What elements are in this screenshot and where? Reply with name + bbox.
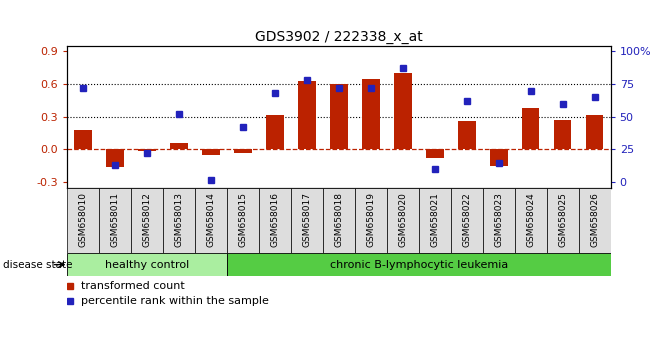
Bar [554,120,572,149]
Text: GSM658022: GSM658022 [462,192,471,247]
Text: GSM658026: GSM658026 [590,192,599,247]
FancyBboxPatch shape [259,188,291,253]
Bar [586,115,603,149]
FancyBboxPatch shape [291,188,323,253]
Text: GSM658010: GSM658010 [79,192,88,247]
Bar [522,108,539,149]
Text: GSM658014: GSM658014 [207,192,215,247]
Text: GSM658017: GSM658017 [303,192,311,247]
FancyBboxPatch shape [386,188,419,253]
Text: GSM658016: GSM658016 [270,192,279,247]
FancyBboxPatch shape [67,253,227,276]
Text: GSM658013: GSM658013 [174,192,183,247]
FancyBboxPatch shape [419,188,451,253]
FancyBboxPatch shape [131,188,163,253]
Bar [74,130,92,149]
FancyBboxPatch shape [227,188,259,253]
Text: transformed count: transformed count [81,281,185,291]
Text: GSM658025: GSM658025 [558,192,567,247]
Bar [362,79,380,149]
FancyBboxPatch shape [99,188,131,253]
Text: GSM658020: GSM658020 [399,192,407,247]
FancyBboxPatch shape [67,188,99,253]
Bar [202,149,220,155]
Bar [458,121,476,149]
Text: GSM658011: GSM658011 [111,192,119,247]
Text: GSM658012: GSM658012 [142,192,152,247]
Text: healthy control: healthy control [105,259,189,270]
Bar [170,143,188,149]
FancyBboxPatch shape [323,188,355,253]
FancyBboxPatch shape [547,188,578,253]
FancyBboxPatch shape [515,188,547,253]
Bar [490,149,507,166]
Text: disease state: disease state [3,259,73,270]
Text: GSM658015: GSM658015 [238,192,248,247]
Bar [394,73,411,149]
Bar [106,149,124,167]
FancyBboxPatch shape [451,188,482,253]
FancyBboxPatch shape [163,188,195,253]
FancyBboxPatch shape [482,188,515,253]
Text: GSM658021: GSM658021 [430,192,440,247]
Bar [138,149,156,150]
FancyBboxPatch shape [195,188,227,253]
Bar [330,84,348,149]
Title: GDS3902 / 222338_x_at: GDS3902 / 222338_x_at [255,30,423,44]
FancyBboxPatch shape [227,253,611,276]
Bar [298,81,315,149]
Bar [234,149,252,153]
Text: percentile rank within the sample: percentile rank within the sample [81,296,268,306]
Bar [266,115,284,149]
Text: GSM658019: GSM658019 [366,192,375,247]
Text: GSM658018: GSM658018 [334,192,344,247]
Text: GSM658023: GSM658023 [495,192,503,247]
Text: chronic B-lymphocytic leukemia: chronic B-lymphocytic leukemia [329,259,508,270]
FancyBboxPatch shape [355,188,386,253]
Bar [426,149,444,158]
FancyBboxPatch shape [578,188,611,253]
Text: GSM658024: GSM658024 [526,192,535,247]
